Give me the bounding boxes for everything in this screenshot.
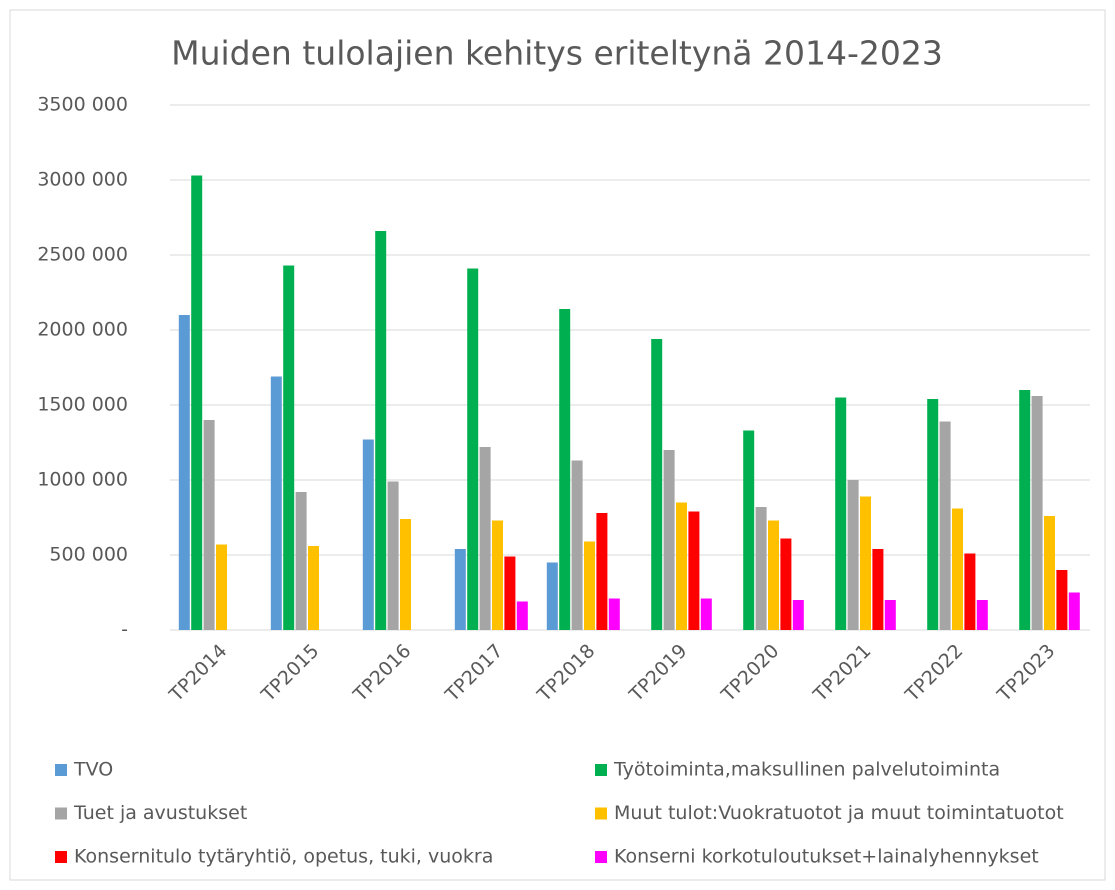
bar <box>387 481 399 630</box>
bar <box>492 520 503 630</box>
y-tick-label: 2500 000 <box>37 244 128 266</box>
bar <box>1056 570 1068 630</box>
bar <box>216 544 227 630</box>
legend-swatch <box>595 807 607 820</box>
legend-label: Työtoiminta,maksullinen palvelutoiminta <box>613 759 1000 781</box>
legend-label: Muut tulot:Vuokratuotot ja muut toiminta… <box>614 802 1064 824</box>
legend-label: Konserni korkotuloutukset+lainalyhennyks… <box>614 846 1039 868</box>
bar <box>1068 592 1080 630</box>
bar <box>663 450 675 630</box>
bar <box>362 439 374 630</box>
bar <box>516 601 528 630</box>
bar <box>479 447 491 630</box>
bar <box>927 399 939 630</box>
bar <box>375 231 387 630</box>
bar <box>1019 390 1031 630</box>
bar <box>295 492 307 630</box>
y-tick-label: 500 000 <box>49 544 128 566</box>
legend-swatch <box>595 851 607 863</box>
bar <box>743 430 755 630</box>
legend-label: Tuet ja avustukset <box>73 802 247 824</box>
bar <box>191 175 203 630</box>
y-tick-label: 3000 000 <box>37 169 128 191</box>
bar <box>546 562 558 630</box>
bar <box>571 460 583 630</box>
legend-swatch <box>55 807 67 820</box>
bar <box>467 268 479 630</box>
bar <box>676 502 687 630</box>
legend-swatch <box>55 851 67 863</box>
bar <box>835 397 847 630</box>
y-tick-label: 2000 000 <box>37 319 128 341</box>
bar <box>847 480 859 630</box>
bar <box>792 600 804 630</box>
bar <box>308 546 319 630</box>
bar <box>976 600 988 630</box>
bar <box>952 508 963 630</box>
bar <box>860 496 871 630</box>
y-tick-label: 3500 000 <box>37 94 128 116</box>
legend-swatch <box>55 764 67 776</box>
bar <box>203 420 215 630</box>
bar <box>1031 396 1043 630</box>
legend-label: TVO <box>73 759 113 781</box>
legend-swatch <box>595 764 607 776</box>
bar <box>700 598 712 630</box>
bar <box>688 511 700 630</box>
bar <box>283 265 295 630</box>
y-tick-label: 1500 000 <box>37 394 128 416</box>
bar <box>596 513 608 630</box>
bar <box>755 507 767 630</box>
bar <box>454 549 466 630</box>
bar <box>768 520 779 630</box>
bar <box>1044 516 1055 630</box>
y-tick-label: - <box>121 619 128 641</box>
bar <box>608 598 620 630</box>
bar <box>884 600 896 630</box>
bar <box>559 309 571 630</box>
bar <box>584 541 595 630</box>
bar <box>939 421 951 630</box>
bar <box>178 315 190 630</box>
legend-label: Konsernitulo tytäryhtiö, opetus, tuki, v… <box>74 846 493 868</box>
bar <box>400 519 411 630</box>
bar <box>504 556 516 630</box>
bar <box>964 553 976 630</box>
bar <box>651 339 663 630</box>
bar <box>872 549 884 630</box>
y-tick-label: 1000 000 <box>37 469 128 491</box>
bar <box>270 376 282 630</box>
bar <box>780 538 792 630</box>
chart-title: Muiden tulolajien kehitys eriteltynä 201… <box>171 34 943 73</box>
